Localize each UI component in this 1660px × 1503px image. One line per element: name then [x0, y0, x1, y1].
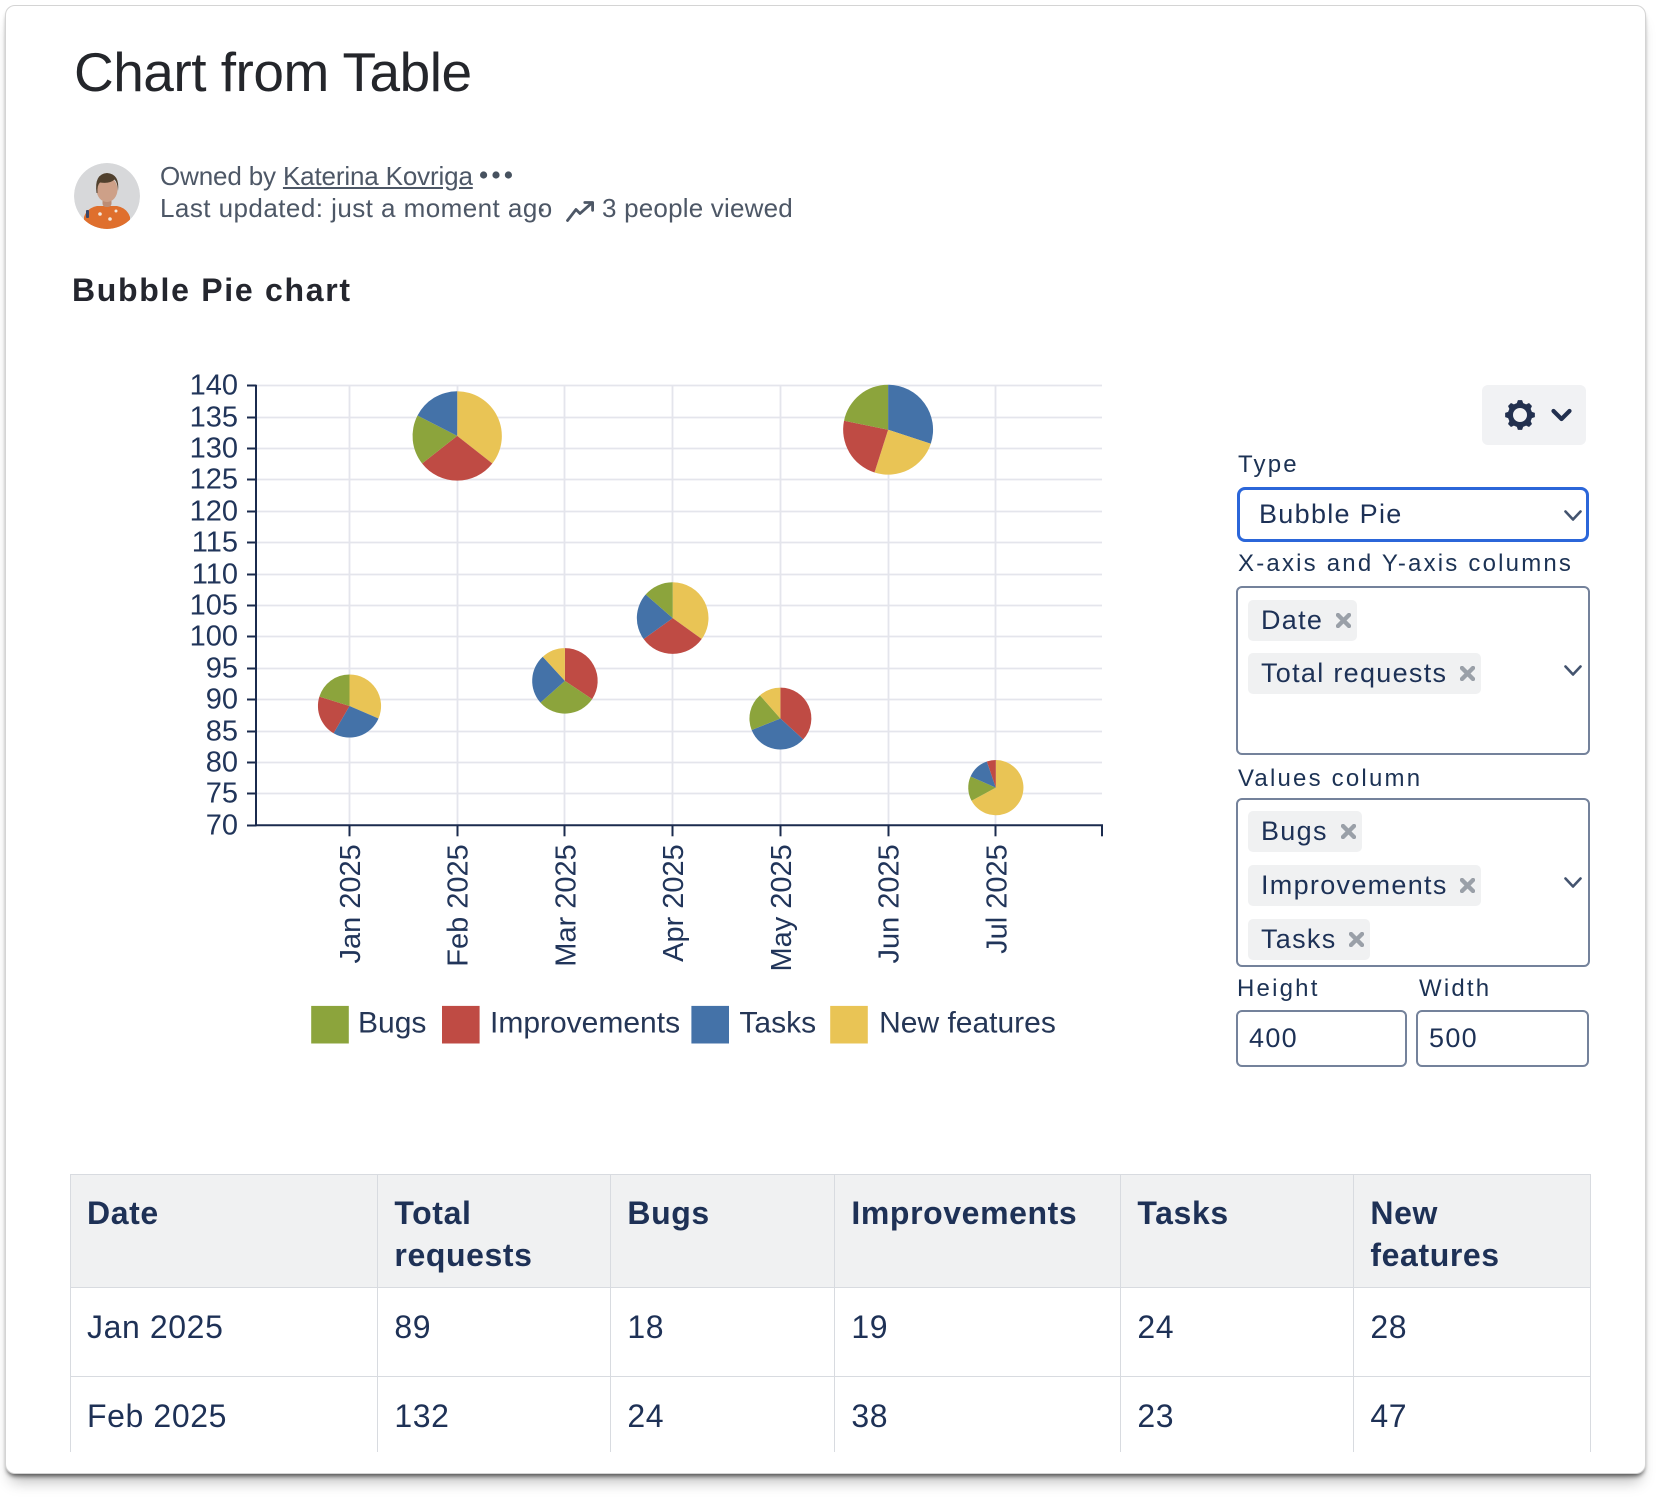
svg-text:Mar 2025: Mar 2025 [550, 844, 582, 967]
svg-text:90: 90 [206, 684, 238, 716]
svg-text:Improvements: Improvements [490, 1007, 680, 1040]
svg-text:80: 80 [206, 747, 238, 779]
svg-text:120: 120 [190, 496, 238, 528]
svg-text:70: 70 [206, 810, 238, 842]
svg-text:95: 95 [206, 653, 238, 685]
svg-text:105: 105 [190, 590, 238, 622]
svg-text:115: 115 [192, 527, 238, 559]
svg-text:135: 135 [190, 402, 238, 434]
svg-text:100: 100 [190, 621, 238, 653]
svg-text:Tasks: Tasks [739, 1007, 816, 1040]
svg-text:Jan 2025: Jan 2025 [335, 844, 367, 963]
svg-text:110: 110 [192, 559, 238, 591]
svg-text:75: 75 [206, 778, 238, 810]
svg-text:Apr 2025: Apr 2025 [658, 844, 690, 962]
svg-text:Jul 2025: Jul 2025 [981, 844, 1013, 954]
svg-text:Jun 2025: Jun 2025 [874, 844, 906, 963]
svg-text:New features: New features [879, 1007, 1056, 1040]
svg-text:Bugs: Bugs [358, 1007, 426, 1040]
svg-text:May 2025: May 2025 [766, 844, 798, 971]
svg-text:130: 130 [190, 433, 238, 465]
svg-text:85: 85 [206, 716, 238, 748]
svg-text:140: 140 [190, 370, 238, 402]
svg-text:125: 125 [190, 464, 238, 496]
svg-text:Feb 2025: Feb 2025 [443, 844, 475, 967]
